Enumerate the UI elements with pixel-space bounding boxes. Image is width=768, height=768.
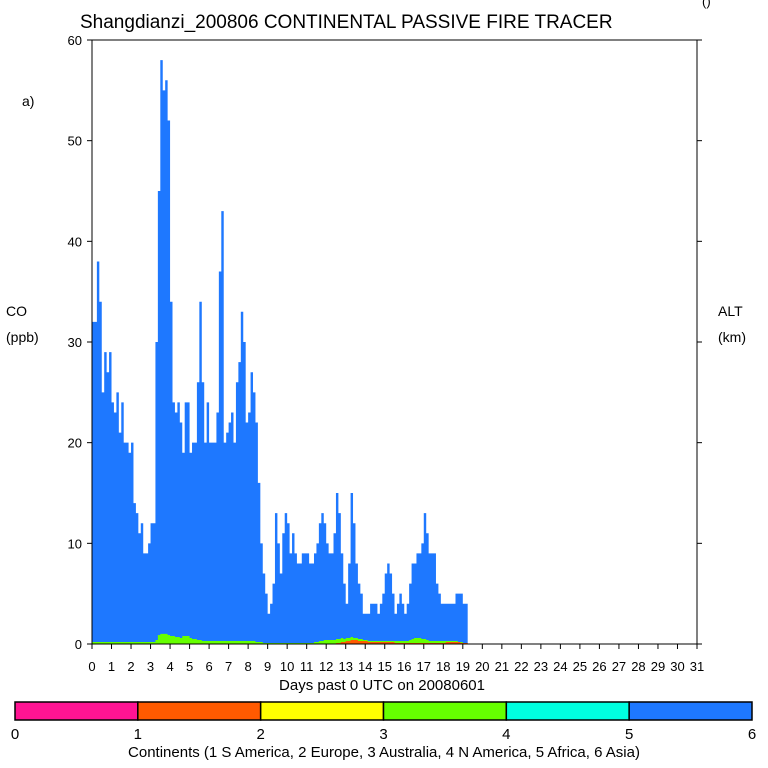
x-tick-label: 20 bbox=[475, 659, 489, 674]
y-axis-label-left-line-1: CO bbox=[6, 303, 27, 319]
colorbar-segment bbox=[628, 701, 753, 721]
y-tick-label: 40 bbox=[68, 234, 82, 249]
colorbar-label: Continents (1 S America, 2 Europe, 3 Aus… bbox=[128, 744, 640, 761]
x-axis-label: Days past 0 UTC on 20080601 bbox=[279, 677, 485, 694]
x-tick-label: 29 bbox=[651, 659, 665, 674]
x-tick-label: 5 bbox=[186, 659, 193, 674]
x-tick-label: 3 bbox=[147, 659, 154, 674]
x-tick-label: 22 bbox=[514, 659, 528, 674]
x-axis-ticks: 0 1 2 3 4 5 6 7 8 9 10 11 12 13 14 15 16 17 18 19 20 21 22 23 24… bbox=[88, 644, 704, 674]
x-tick-label: 21 bbox=[495, 659, 509, 674]
colorbar-segment bbox=[259, 701, 385, 721]
x-tick-label: 26 bbox=[592, 659, 606, 674]
colorbar-tick-label: 1 bbox=[134, 726, 142, 743]
y-tick-label: 20 bbox=[68, 436, 82, 451]
y-tick-label: 0 bbox=[75, 637, 82, 652]
panel-label: a) bbox=[22, 93, 34, 109]
colorbar-segment bbox=[14, 701, 139, 721]
x-tick-label: 4 bbox=[166, 659, 173, 674]
x-tick-label: 30 bbox=[670, 659, 684, 674]
x-tick-label: 23 bbox=[534, 659, 548, 674]
y-axis-ticks: 0 10 20 30 40 50 60 bbox=[68, 33, 702, 652]
x-tick-label: 12 bbox=[319, 659, 333, 674]
y-tick-label: 10 bbox=[68, 536, 82, 551]
y-tick-label: 50 bbox=[68, 134, 82, 149]
colorbar-segment bbox=[382, 701, 508, 721]
x-tick-label: 9 bbox=[264, 659, 271, 674]
x-tick-label: 25 bbox=[573, 659, 587, 674]
x-tick-label: 24 bbox=[553, 659, 567, 674]
y-axis-label-right-line-1: ALT bbox=[718, 303, 743, 319]
x-tick-label: 15 bbox=[378, 659, 392, 674]
plot-frame bbox=[91, 39, 698, 645]
x-tick-label: 27 bbox=[612, 659, 626, 674]
chart-title: Shangdianzi_200806 CONTINENTAL PASSIVE F… bbox=[80, 12, 613, 33]
x-tick-label: 31 bbox=[690, 659, 704, 674]
x-tick-label: 19 bbox=[456, 659, 470, 674]
colorbar-tick-label: 0 bbox=[11, 726, 19, 743]
y-tick-label: 30 bbox=[68, 335, 82, 350]
y-tick-label: 60 bbox=[68, 33, 82, 48]
x-tick-label: 11 bbox=[300, 659, 314, 674]
colorbar-tick-label: 6 bbox=[748, 726, 756, 743]
colorbar-tick-label: 4 bbox=[502, 726, 510, 743]
x-tick-label: 7 bbox=[225, 659, 232, 674]
corner-mark: () bbox=[702, 0, 711, 9]
x-tick-label: 14 bbox=[358, 659, 372, 674]
x-tick-label: 17 bbox=[417, 659, 431, 674]
x-tick-label: 8 bbox=[245, 659, 252, 674]
series-area-3 bbox=[92, 639, 468, 644]
x-tick-label: 6 bbox=[205, 659, 212, 674]
x-tick-label: 18 bbox=[436, 659, 450, 674]
x-tick-label: 10 bbox=[280, 659, 294, 674]
colorbar: 0 1 2 3 4 5 6 bbox=[11, 701, 756, 743]
x-tick-label: 28 bbox=[631, 659, 645, 674]
x-tick-label: 1 bbox=[108, 659, 115, 674]
colorbar-segment bbox=[137, 701, 262, 721]
series-area-1 bbox=[92, 60, 468, 644]
x-tick-label: 13 bbox=[338, 659, 352, 674]
x-tick-label: 0 bbox=[88, 659, 95, 674]
colorbar-tick-label: 2 bbox=[256, 726, 264, 743]
x-tick-label: 16 bbox=[397, 659, 411, 674]
y-axis-label-right-line-2: (km) bbox=[718, 329, 746, 345]
x-tick-label: 2 bbox=[127, 659, 134, 674]
plot-area bbox=[92, 60, 468, 644]
series-area-2 bbox=[92, 633, 463, 644]
colorbar-tick-label: 3 bbox=[379, 726, 387, 743]
colorbar-segment bbox=[505, 701, 630, 721]
colorbar-tick-label: 5 bbox=[625, 726, 633, 743]
y-axis-label-left-line-2: (ppb) bbox=[6, 329, 39, 345]
